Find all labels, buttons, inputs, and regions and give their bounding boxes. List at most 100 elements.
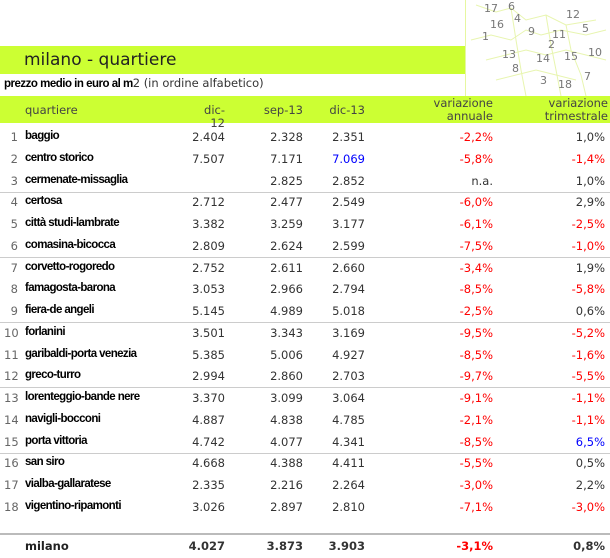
cell-va: -2,1% [459,412,493,427]
cell-vt: 2,2% [575,478,605,493]
cell-d13: 4.411 [332,456,365,471]
map-label: 3 [540,74,547,87]
cell-vt: -1,6% [571,347,605,362]
cell-name: vigentino-ripamonti [25,499,122,512]
cell-name: corvetto-rogoredo [25,260,115,273]
cell-va: -7,1% [459,499,493,514]
cell-name: porta vittoria [25,434,87,447]
cell-d13: 2.264 [332,478,365,493]
total-var-annuale: -3,1% [456,539,493,553]
subtitle-rest: 2 (in ordine alfabetico) [132,76,264,90]
cell-index: 13 [4,391,19,406]
cell-s13: 2.897 [270,499,303,514]
map-label: 7 [584,70,591,83]
cell-name: baggio [25,130,60,142]
map-label: 15 [564,50,578,63]
cell-va: -3,0% [459,478,493,493]
cell-va: -7,5% [459,238,493,253]
cell-d12: 2.404 [192,130,225,144]
cell-va: -2,2% [459,130,493,144]
col-header-var-annuale-line1: variazione [433,96,493,110]
map-label: 16 [490,18,504,31]
col-header-dic12: dic-12 [204,103,225,130]
total-row: milano 4.027 3.873 3.903 -3,1% 0,8% [0,536,610,557]
cell-name: navigli-bocconi [25,412,101,425]
group-separator [0,322,610,324]
cell-vt: -1,1% [571,391,605,406]
cell-s13: 4.077 [270,434,303,449]
cell-vt: 1,9% [575,260,605,275]
cell-name: comasina-bicocca [25,238,116,251]
cell-index: 7 [10,260,18,275]
cell-index: 9 [10,304,18,319]
cell-va: -5,5% [459,456,493,471]
cell-va: -5,8% [459,151,493,166]
cell-vt: -1,1% [571,412,605,427]
total-dic13: 3.903 [328,539,365,553]
subtitle-bold: prezzo medio in euro al m [4,78,133,90]
map-label: 8 [512,62,519,75]
cell-d12: 5.145 [192,304,225,319]
cell-d13: 2.852 [332,173,365,188]
group-separator [0,387,610,389]
cell-vt: -1,0% [571,238,605,253]
cell-d12: 3.370 [192,391,225,406]
group-separator [0,256,610,258]
cell-d13: 2.794 [332,282,365,297]
cell-d13: 5.018 [332,304,365,319]
cell-index: 16 [4,456,19,471]
table-row: 8 famagosta-barona 3.053 2.966 2.794 -8,5% -5,… [0,279,610,300]
col-header-var-annuale: variazione annuale [400,97,493,123]
cell-d13: 2.810 [332,499,365,514]
cell-d12: 7.507 [192,151,225,166]
total-name: milano [25,539,69,553]
header-band [0,96,610,123]
map-label: 2 [548,38,555,51]
cell-s13: 3.343 [270,325,303,340]
cell-name: san siro [25,456,65,469]
cell-s13: 5.006 [270,347,303,362]
cell-va: -9,7% [459,369,493,384]
cell-index: 12 [4,369,19,384]
cell-vt: 0,6% [575,304,605,319]
map-label: 6 [508,0,515,13]
cell-d12: 3.501 [192,325,225,340]
cell-d12: 2.752 [192,260,225,275]
map-label: 4 [514,12,521,25]
table-row: 3 cermenate-missaglia 2.825 2.852 n.a. 1,0% [0,171,610,192]
cell-d13: 3.177 [332,217,365,232]
cell-index: 15 [4,434,19,449]
total-dic12: 4.027 [188,539,225,553]
cell-d12: 4.668 [192,456,225,471]
cell-vt: 1,0% [575,173,605,188]
cell-va: -8,5% [459,434,493,449]
table-row: 9 fiera-de angeli 5.145 4.989 5.018 -2,5% 0,6% [0,301,610,322]
map-label: 5 [582,22,589,35]
cell-index: 2 [10,151,18,166]
cell-s13: 2.825 [270,173,303,188]
col-header-sep13: sep-13 [263,103,303,117]
cell-vt: -2,5% [571,217,605,232]
cell-name: certosa [25,195,62,208]
cell-vt: 6,5% [575,434,605,449]
subtitle: prezzo medio in euro al m2 (in ordine al… [4,76,264,90]
cell-d12: 2.712 [192,195,225,210]
map-label: 18 [558,78,572,91]
table-row: 4 certosa 2.712 2.477 2.549 -6,0% 2,9% [0,192,610,213]
cell-d12: 2.335 [192,478,225,493]
cell-d12: 2.809 [192,238,225,253]
map-label: 17 [484,2,498,15]
total-separator [0,533,610,535]
col-header-var-trimestrale-line2: trimestrale [544,109,608,123]
cell-s13: 4.388 [270,456,303,471]
cell-vt: -5,8% [571,282,605,297]
cell-s13: 2.477 [270,195,303,210]
cell-index: 6 [10,238,18,253]
cell-d13: 2.549 [332,195,365,210]
cell-vt: 1,0% [575,130,605,144]
total-var-trimestrale: 0,8% [573,539,605,553]
cell-d13: 2.599 [332,238,365,253]
cell-vt: 0,5% [575,456,605,471]
cell-name: fiera-de angeli [25,304,95,317]
cell-va: -9,5% [459,325,493,340]
